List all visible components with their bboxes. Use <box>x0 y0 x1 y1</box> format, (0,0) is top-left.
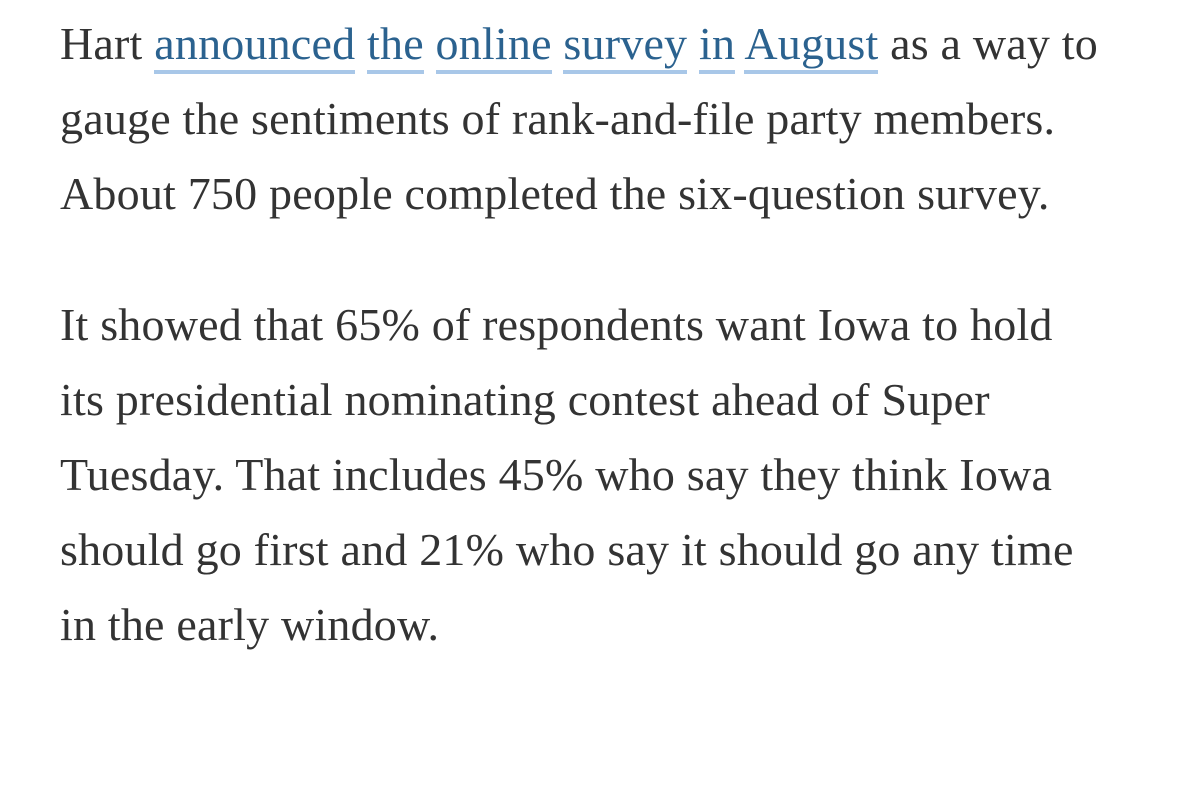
survey-announcement-link[interactable]: announced the online survey in August <box>154 18 879 74</box>
paragraph-survey-results: It showed that 65% of respondents want I… <box>60 299 1074 650</box>
paragraph-survey-announcement: Hart announced the online survey in Augu… <box>60 6 1102 231</box>
link-word[interactable]: online <box>435 18 552 74</box>
link-word[interactable]: in <box>698 18 736 74</box>
link-word[interactable]: survey <box>563 18 688 74</box>
paragraph-lead-text: Hart <box>60 18 155 69</box>
article-text-block: Hart announced the online survey in Augu… <box>60 6 1102 650</box>
link-word[interactable]: August <box>744 18 879 74</box>
paragraph-rest-text: as a way to gauge the sentiments of rank… <box>60 18 1098 219</box>
link-word[interactable]: the <box>367 18 424 74</box>
link-word[interactable]: announced <box>154 18 356 74</box>
